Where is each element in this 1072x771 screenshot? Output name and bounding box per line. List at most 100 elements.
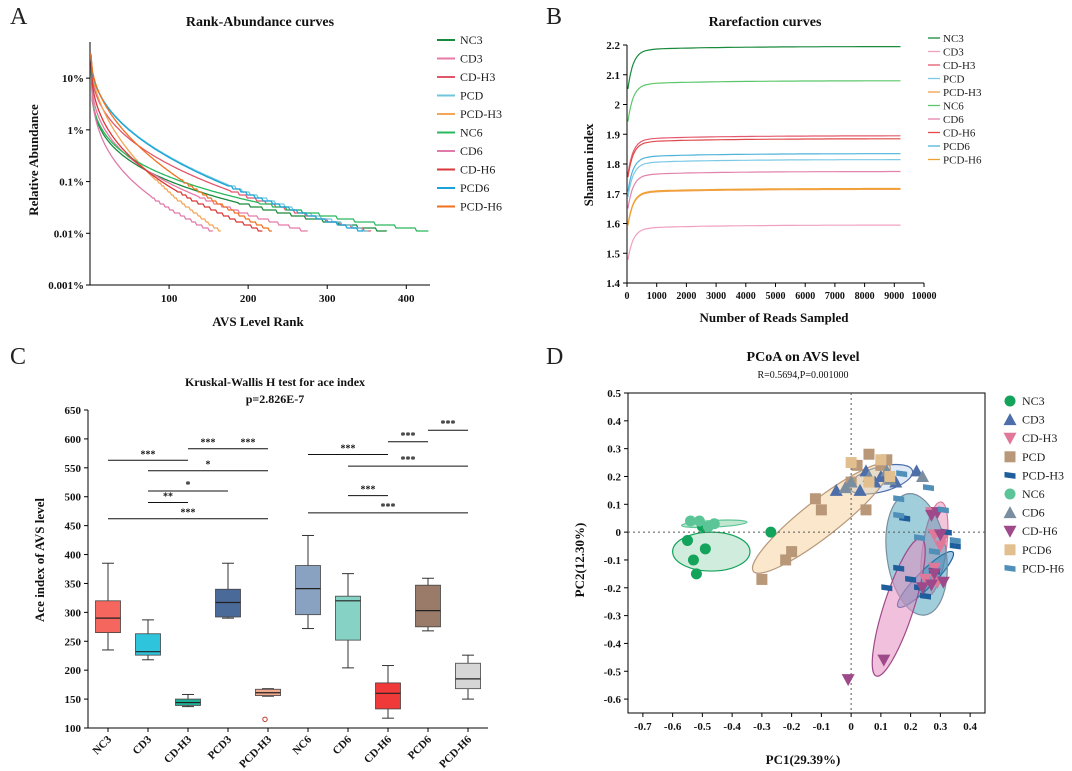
d-point-nc6 — [693, 515, 705, 527]
panel-a-rank-abundance: Rank-Abundance curves AVS Level Rank Rel… — [26, 15, 502, 329]
c-outlier-point — [262, 716, 268, 723]
d-legend-marker — [1004, 395, 1016, 407]
panel-label-d: D — [546, 344, 563, 370]
c-x-tick-label: CD3 — [131, 733, 155, 757]
c-y-tick-label: 100 — [65, 723, 82, 735]
a-legend-label: CD6 — [460, 144, 483, 158]
c-box-cd3 — [135, 633, 161, 656]
b-series-line-pcd6 — [627, 153, 901, 192]
b-series-line-cd-h6 — [627, 138, 901, 178]
d-point-pcd — [881, 454, 893, 466]
d-y-tick-label: 0 — [616, 527, 622, 539]
c-x-tick-label: CD6 — [331, 733, 355, 757]
b-legend-label: CD3 — [943, 47, 964, 59]
d-point-cd-h6 — [877, 654, 891, 667]
chart-d-subtitle: R=0.5694,P=0.001000 — [757, 370, 848, 381]
a-legend-label: CD3 — [460, 52, 483, 66]
a-series-line-pcd — [90, 53, 369, 232]
d-point-nc3 — [687, 554, 699, 566]
d-point-cd3 — [910, 464, 924, 477]
c-y-tick-label: 200 — [65, 665, 82, 677]
chart-b-ylabel: Shannon index — [581, 123, 596, 206]
d-point-nc6 — [708, 518, 720, 530]
b-y-tick-label: 2.1 — [606, 70, 620, 82]
b-legend-label: CD-H3 — [943, 60, 976, 72]
b-x-tick-label: 1000 — [647, 291, 667, 302]
b-legend-label: CD-H6 — [943, 128, 976, 140]
d-point-pcd-h6 — [893, 511, 905, 519]
panel-b-rarefaction: Rarefaction curves Number of Reads Sampl… — [581, 15, 982, 325]
c-y-tick-label: 650 — [65, 405, 82, 417]
panel-label-c: C — [10, 344, 26, 370]
b-x-tick-label: 10000 — [912, 291, 937, 302]
d-point-pcd-h3 — [949, 542, 961, 550]
c-sig-label: *** — [181, 508, 196, 519]
b-series-line-nc6 — [627, 80, 901, 122]
chart-a-title: Rank-Abundance curves — [186, 15, 335, 30]
d-x-tick-label: 0.4 — [963, 721, 977, 733]
c-sig-label: *** — [441, 419, 456, 430]
d-point-nc3 — [699, 543, 711, 555]
d-legend-marker — [1004, 471, 1016, 479]
b-x-tick-label: 4000 — [736, 291, 756, 302]
d-point-cd-h6 — [927, 568, 941, 581]
d-legend-marker — [1004, 451, 1016, 463]
c-x-tick-label: PCD3 — [206, 733, 235, 762]
b-legend-label: PCD-H3 — [943, 87, 982, 99]
a-series-line-nc3 — [90, 53, 388, 232]
d-legend-marker — [1003, 506, 1017, 519]
d-x-tick-label: -0.1 — [813, 721, 830, 733]
a-y-tick-label: 0.01% — [54, 228, 84, 240]
d-point-pcd-h6 — [928, 548, 940, 556]
d-point-pcd-h6 — [949, 536, 961, 544]
d-point-pcd6 — [863, 476, 875, 488]
b-x-tick-label: 9000 — [884, 291, 904, 302]
b-legend-label: PCD6 — [943, 141, 970, 153]
b-series-line-nc3 — [627, 45, 901, 90]
chart-b-xlabel: Number of Reads Sampled — [700, 310, 850, 325]
d-point-cd6 — [838, 481, 852, 494]
d-legend-label: PCD-H3 — [1022, 468, 1064, 482]
a-series-line-pcd6 — [90, 53, 364, 232]
d-point-cd6 — [844, 475, 858, 488]
d-point-pcd-h3 — [905, 575, 917, 583]
a-series-line-cd-h3 — [90, 53, 372, 232]
a-legend-label: PCD-H3 — [460, 107, 502, 121]
d-y-tick-label: 0.3 — [607, 444, 621, 456]
chart-c-ylabel: Ace index of AVS level — [32, 498, 47, 622]
d-point-pcd — [756, 573, 768, 585]
a-y-tick-label: 1% — [68, 125, 85, 137]
a-series-line-nc6 — [90, 53, 429, 232]
c-box-nc3 — [95, 600, 121, 633]
d-y-tick-label: -0.4 — [604, 638, 622, 650]
c-sig-label: *** — [241, 438, 256, 449]
a-x-tick-label: 300 — [319, 293, 336, 305]
a-legend-label: PCD-H6 — [460, 200, 502, 214]
b-x-tick-label: 5000 — [766, 291, 786, 302]
d-point-cd3 — [853, 483, 867, 496]
a-legend-label: PCD6 — [460, 181, 489, 195]
d-legend-label: CD3 — [1022, 413, 1045, 427]
c-box-pcd6 — [415, 584, 441, 628]
d-point-pcd — [875, 459, 887, 471]
d-plot-frame — [627, 392, 986, 714]
d-x-tick-label: 0 — [848, 721, 854, 733]
c-sig-label: *** — [361, 485, 376, 496]
d-point-pcd-h6 — [914, 534, 926, 542]
b-y-tick-label: 1.4 — [606, 278, 620, 290]
a-series-line-cd-h6 — [90, 53, 263, 232]
b-series-line-pcd — [627, 159, 901, 198]
c-sig-label: * — [186, 480, 191, 491]
c-y-tick-label: 150 — [65, 694, 82, 706]
c-sig-label: *** — [401, 455, 416, 466]
a-series-line-cd6 — [90, 53, 214, 232]
d-x-tick-label: -0.4 — [723, 721, 741, 733]
d-legend-marker — [1003, 413, 1017, 426]
d-point-cd-h6 — [916, 582, 930, 595]
chart-c-title: Kruskal-Wallis H test for ace index — [185, 375, 365, 389]
c-y-tick-label: 400 — [65, 550, 82, 562]
d-point-pcd — [860, 504, 872, 516]
b-x-tick-label: 8000 — [855, 291, 875, 302]
panel-label-b: B — [546, 4, 562, 30]
